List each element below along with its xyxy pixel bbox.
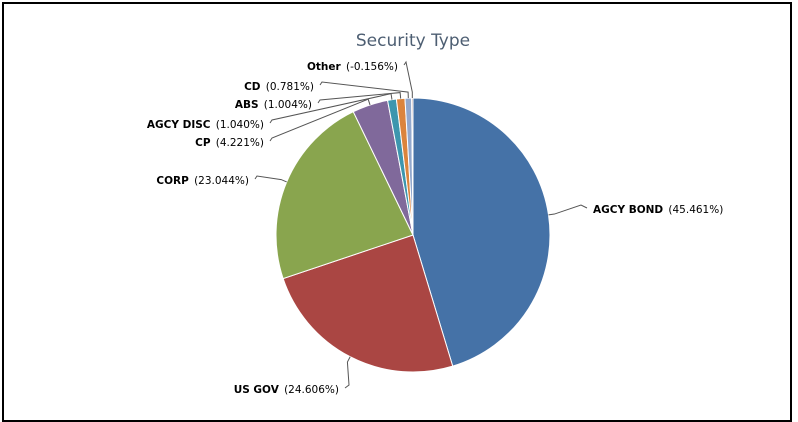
slice-label-cd: CD (0.781%) xyxy=(244,81,314,93)
pie-slice-agcy-bond[interactable] xyxy=(412,97,551,367)
slice-label-percent: (1.004%) xyxy=(259,99,312,111)
slice-label-name: US GOV xyxy=(234,384,280,396)
slice-label-percent: (24.606%) xyxy=(279,384,339,396)
slice-label-name: AGCY DISC xyxy=(147,119,211,131)
leader-line xyxy=(269,98,371,142)
slice-label-name: Other xyxy=(307,61,342,73)
pie-slice-corp[interactable] xyxy=(275,111,414,280)
slice-label-percent: (4.221%) xyxy=(211,137,264,149)
leader-line xyxy=(317,92,402,104)
slice-label-percent: (1.040%) xyxy=(211,119,264,131)
slice-label-name: ABS xyxy=(235,99,259,111)
leader-line xyxy=(344,356,351,389)
leader-line xyxy=(269,93,393,124)
slice-label-agcy-bond: AGCY BOND (45.461%) xyxy=(593,204,723,216)
slice-label-name: CORP xyxy=(156,175,189,187)
leader-line xyxy=(403,60,413,99)
slice-label-percent: (23.044%) xyxy=(189,175,249,187)
chart-title: Security Type xyxy=(356,31,470,51)
leader-line xyxy=(319,81,409,99)
slice-label-percent: (-0.156%) xyxy=(341,61,398,73)
pie-chart: Security Type AGCY BOND (45.461%) US GOV … xyxy=(147,31,723,396)
slice-label-agcy-disc: AGCY DISC (1.040%) xyxy=(147,119,264,131)
slice-label-percent: (0.781%) xyxy=(261,81,314,93)
slice-label-name: CP xyxy=(195,137,211,149)
leader-line xyxy=(254,175,287,183)
slice-label-corp: CORP (23.044%) xyxy=(156,175,249,187)
slice-label-percent: (45.461%) xyxy=(663,204,723,216)
pie-slice-us-gov[interactable] xyxy=(282,234,454,373)
slice-label-us-gov: US GOV (24.606%) xyxy=(234,384,339,396)
slice-label-name: CD xyxy=(244,81,261,93)
slice-label-cp: CP (4.221%) xyxy=(195,137,264,149)
leader-line xyxy=(548,204,588,216)
slice-label-other: Other (-0.156%) xyxy=(307,61,398,73)
slice-label-abs: ABS (1.004%) xyxy=(235,99,312,111)
slice-label-name: AGCY BOND xyxy=(593,204,663,216)
